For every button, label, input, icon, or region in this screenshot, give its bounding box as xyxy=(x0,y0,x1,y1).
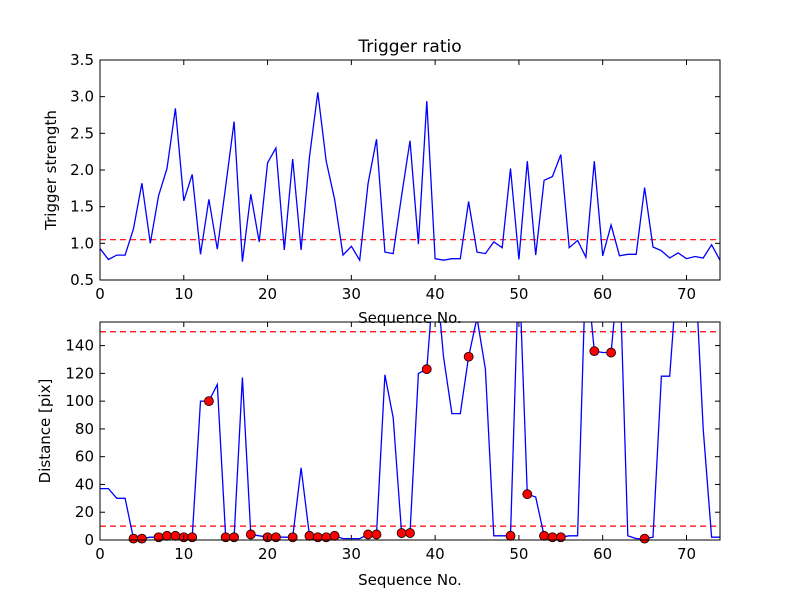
bottom-x-axis-label: Sequence No. xyxy=(358,571,462,589)
distance-marker xyxy=(606,347,616,358)
bottom-x-tick-label: 60 xyxy=(593,545,612,563)
bottom-x-tick-label: 50 xyxy=(509,545,528,563)
top-y-tick-label: 3.0 xyxy=(70,88,94,106)
bottom-y-tick-label: 20 xyxy=(75,503,94,521)
distance-marker xyxy=(421,364,432,375)
bottom-x-tick-label: 40 xyxy=(426,545,445,563)
distance-marker xyxy=(229,532,239,543)
distance-marker xyxy=(555,532,566,543)
top-y-tick-label: 3.5 xyxy=(70,51,94,69)
top-x-tick-label: 0 xyxy=(95,285,105,303)
bottom-x-tick-label: 20 xyxy=(258,545,277,563)
distance-marker xyxy=(304,530,315,541)
distance-marker xyxy=(271,532,281,543)
distance-marker xyxy=(170,530,181,541)
top-y-tick-label: 1.0 xyxy=(70,234,94,252)
bottom-x-tick-label: 10 xyxy=(174,545,193,563)
distance-marker xyxy=(463,351,474,362)
bottom-y-tick-label: 120 xyxy=(65,364,94,382)
bottom-x-tick-label: 70 xyxy=(677,545,696,563)
top-y-axis-label: Trigger strength xyxy=(42,110,60,231)
top-x-tick-label: 40 xyxy=(426,285,445,303)
distance-marker xyxy=(363,529,374,540)
top-x-tick-label: 20 xyxy=(258,285,277,303)
distance-marker xyxy=(589,346,600,357)
distance-marker xyxy=(136,533,147,544)
trigger-ratio-plot: 0 10 20 30 40 50 60 70 0.5 1.0 1.5 2.0 2.5 3.0 3.5 Trig… xyxy=(42,37,721,327)
top-y-tick-label: 1.5 xyxy=(70,198,94,216)
bottom-y-tick-label: 40 xyxy=(75,475,94,493)
distance-marker xyxy=(405,528,415,538)
distance-marker xyxy=(371,529,382,540)
top-chart-title: Trigger ratio xyxy=(357,37,461,57)
distance-marker xyxy=(639,533,650,544)
distance-marker xyxy=(162,530,172,541)
top-x-tick-label: 30 xyxy=(342,285,361,303)
distance-marker xyxy=(505,530,516,541)
distance-marker xyxy=(187,532,198,543)
bottom-y-tick-label: 0 xyxy=(84,531,94,549)
bottom-x-tick-label: 30 xyxy=(342,545,361,563)
bottom-y-tick-label: 60 xyxy=(75,448,94,466)
distance-marker xyxy=(329,530,340,541)
bottom-y-tick-label: 80 xyxy=(75,420,94,438)
bottom-y-tick-label: 140 xyxy=(65,337,94,355)
distance-marker xyxy=(204,396,214,407)
distance-plot: 0 10 20 30 40 50 60 70 0 20 40 60 80 100 120 140 Sequenc… xyxy=(36,321,721,589)
distance-marker xyxy=(287,532,298,543)
top-x-tick-label: 70 xyxy=(677,285,696,303)
bottom-x-tick-label: 0 xyxy=(95,545,105,563)
bottom-y-tick-label: 100 xyxy=(65,392,94,410)
top-x-tick-label: 60 xyxy=(593,285,612,303)
top-y-tick-label: 2.0 xyxy=(70,161,94,179)
bottom-axes-frame xyxy=(99,321,721,541)
top-x-tick-label: 10 xyxy=(174,285,193,303)
bottom-y-axis-label: Distance [pix] xyxy=(36,379,54,484)
top-y-tick-label: 0.5 xyxy=(70,271,94,289)
distance-marker xyxy=(128,533,139,544)
top-x-tick-label: 50 xyxy=(509,285,528,303)
distance-marker xyxy=(396,528,407,538)
distance-marker xyxy=(245,529,256,540)
top-x-axis-label: Sequence No. xyxy=(358,309,462,327)
top-y-tick-label: 2.5 xyxy=(70,124,94,142)
distance-marker xyxy=(522,489,533,500)
top-series-line xyxy=(100,92,720,263)
distance-marker xyxy=(539,530,549,541)
